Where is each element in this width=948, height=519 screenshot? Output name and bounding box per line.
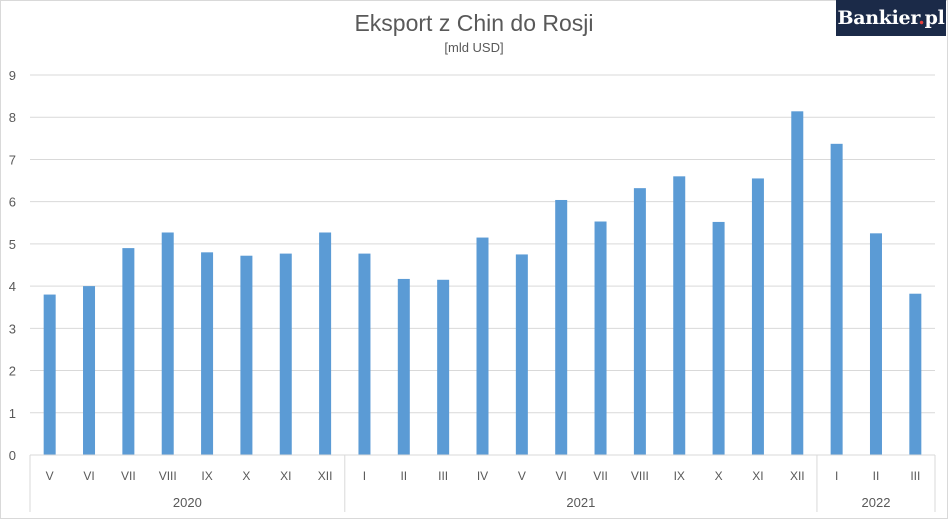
y-axis-ticks: 0 1 2 3 4 5 6 7 8 9	[9, 68, 16, 463]
bar-17	[712, 221, 725, 455]
x-tick-label: IV	[477, 469, 488, 483]
bar-16	[673, 176, 686, 455]
bar-8	[358, 253, 371, 455]
y-tick-label: 1	[9, 406, 16, 421]
x-tick-label: VII	[121, 469, 136, 483]
bar-6	[279, 253, 292, 455]
y-tick-label: 3	[9, 321, 16, 336]
group-label-2022: 2022	[862, 495, 891, 510]
bar-1	[83, 286, 96, 455]
x-tick-label: IX	[674, 469, 685, 483]
y-tick-label: 7	[9, 152, 16, 167]
group-label-2020: 2020	[173, 495, 202, 510]
bar-4	[201, 252, 214, 455]
bar-5	[240, 255, 253, 455]
x-tick-label: VI	[83, 469, 94, 483]
x-tick-label: VIII	[159, 469, 177, 483]
bar-14	[594, 221, 607, 455]
x-tick-label: I	[363, 469, 366, 483]
bar-20	[830, 143, 843, 455]
y-tick-label: 8	[9, 110, 16, 125]
x-tick-label: V	[46, 469, 54, 483]
logo-text: Bankier	[837, 7, 919, 29]
x-tick-label: III	[438, 469, 448, 483]
bar-19	[791, 111, 804, 455]
x-tick-label: XII	[318, 469, 333, 483]
chart-title: Eksport z Chin do Rosji	[354, 10, 594, 36]
x-tick-label: II	[873, 469, 880, 483]
bar-15	[633, 188, 646, 455]
logo-dot: .	[918, 7, 925, 29]
x-tick-label: X	[242, 469, 250, 483]
bar-10	[437, 279, 450, 455]
bars	[43, 111, 922, 455]
bar-11	[476, 237, 489, 455]
x-tick-label: III	[910, 469, 920, 483]
bar-12	[515, 254, 528, 455]
bankier-logo: Bankier.pl	[836, 0, 946, 36]
group-label-2021: 2021	[566, 495, 595, 510]
bar-13	[555, 199, 568, 455]
bar-0	[43, 294, 56, 455]
x-tick-label: VII	[593, 469, 608, 483]
x-tick-label: VI	[556, 469, 567, 483]
x-tick-label: XI	[752, 469, 763, 483]
bar-3	[161, 232, 174, 455]
x-tick-label: XII	[790, 469, 805, 483]
y-tick-label: 5	[9, 237, 16, 252]
bar-22	[909, 293, 922, 455]
y-tick-label: 4	[9, 279, 16, 294]
bar-18	[751, 178, 764, 455]
x-tick-label: XI	[280, 469, 291, 483]
bar-2	[122, 248, 135, 455]
x-tick-label: VIII	[631, 469, 649, 483]
y-tick-label: 2	[9, 364, 16, 379]
x-axis: V VI VII VIII IX X XI XII I II III IV V VI VII VIII IX X X…	[29, 454, 936, 512]
x-tick-label: IX	[201, 469, 212, 483]
x-tick-label: X	[715, 469, 723, 483]
x-tick-label: I	[835, 469, 838, 483]
y-tick-label: 6	[9, 195, 16, 210]
x-tick-label: V	[518, 469, 526, 483]
y-tick-label: 0	[9, 448, 16, 463]
logo-suffix: pl	[924, 7, 945, 29]
y-tick-label: 9	[9, 68, 16, 83]
bar-21	[869, 233, 882, 455]
bar-7	[319, 232, 332, 455]
bar-9	[397, 278, 410, 455]
x-tick-label: II	[400, 469, 407, 483]
chart-subtitle: [mld USD]	[444, 40, 504, 55]
